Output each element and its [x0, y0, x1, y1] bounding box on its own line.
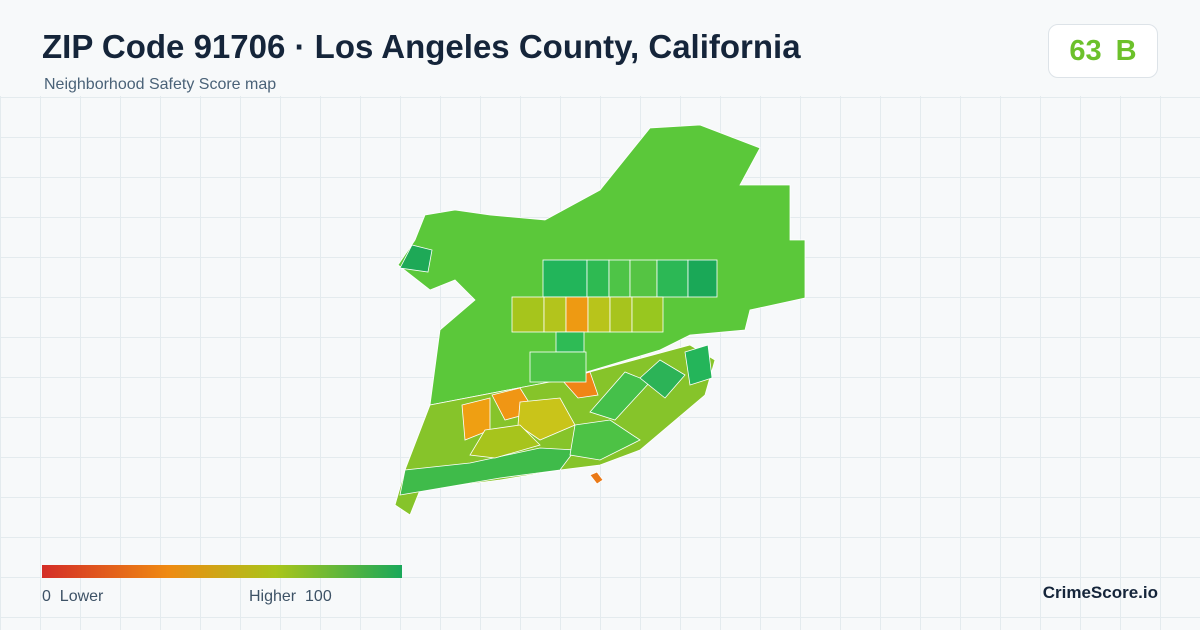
area	[517, 397, 576, 441]
area	[631, 296, 664, 333]
area	[639, 359, 686, 399]
score-value: 63	[1069, 34, 1102, 67]
score-grade: B	[1115, 34, 1137, 67]
area	[586, 259, 610, 298]
area	[511, 296, 545, 333]
legend-max: Higher 100	[249, 588, 332, 606]
score-badge: 63 B	[1048, 24, 1158, 78]
area	[399, 447, 576, 496]
area	[555, 331, 585, 353]
legend-min-value: 0	[42, 588, 51, 605]
area	[565, 296, 589, 333]
area	[656, 259, 689, 298]
area	[587, 296, 611, 333]
area	[609, 296, 633, 333]
area	[469, 424, 541, 459]
legend-min: 0 Lower	[42, 588, 103, 606]
legend-gradient	[42, 565, 402, 578]
area	[684, 344, 713, 386]
legend-max-label: Higher	[249, 588, 297, 605]
title: ZIP Code 91706 · Los Angeles County, Cal…	[42, 28, 801, 65]
area	[543, 296, 567, 333]
area	[529, 351, 587, 383]
area	[608, 259, 631, 298]
header: ZIP Code 91706 · Los Angeles County, Cal…	[0, 0, 1200, 96]
subtitle: Neighborhood Safety Score map	[44, 76, 277, 93]
area	[687, 259, 718, 298]
area	[589, 471, 604, 485]
area	[629, 259, 658, 298]
area	[542, 259, 588, 298]
legend-min-label: Lower	[59, 588, 104, 605]
area	[569, 419, 641, 461]
legend-max-value: 100	[305, 588, 332, 605]
area	[399, 244, 433, 273]
brand: CrimeScore.io	[1042, 583, 1158, 602]
